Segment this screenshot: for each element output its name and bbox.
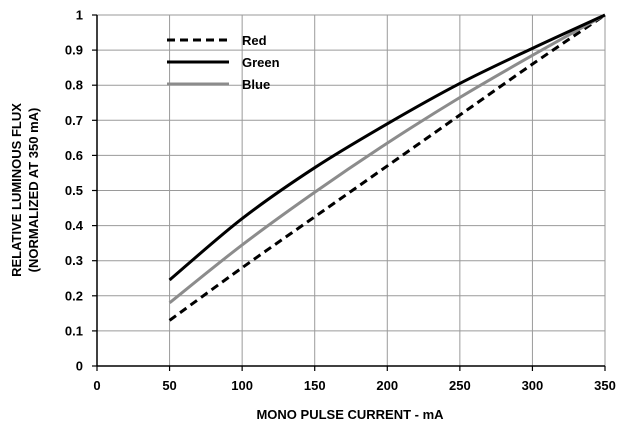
y-tick-label: 0.1 <box>65 323 83 338</box>
x-tick-label: 0 <box>93 378 100 393</box>
legend-label-green: Green <box>242 55 280 70</box>
x-tick-label: 350 <box>594 378 616 393</box>
x-tick-label: 250 <box>449 378 471 393</box>
y-tick-label: 0.4 <box>65 218 84 233</box>
axes <box>92 14 606 371</box>
tick-labels: 0 0.1 0.2 0.3 0.4 0.5 0.6 0.7 0.8 0.9 1 0 50 100 150 20… <box>65 8 616 394</box>
grid <box>97 14 606 366</box>
y-tick-label: 0.2 <box>65 288 83 303</box>
x-tick-label: 50 <box>162 378 176 393</box>
y-tick-label: 0.9 <box>65 43 83 58</box>
legend-label-red: Red <box>242 33 267 48</box>
series-line-blue <box>168 13 606 304</box>
series-line-green <box>168 13 606 282</box>
y-tick-label: 0.8 <box>65 78 83 93</box>
y-tick-label: 0.6 <box>65 148 83 163</box>
legend-label-blue: Blue <box>242 77 270 92</box>
x-tick-label: 100 <box>231 378 253 393</box>
y-tick-label: 0.3 <box>65 253 83 268</box>
y-tick-label: 0.7 <box>65 113 83 128</box>
y-tick-label: 0.5 <box>65 183 83 198</box>
x-tick-label: 150 <box>304 378 326 393</box>
y-axis-title-line-1: RELATIVE LUMINOUS FLUX <box>9 103 24 277</box>
x-axis-title: MONO PULSE CURRENT - mA <box>256 407 444 422</box>
x-tick-label: 200 <box>376 378 398 393</box>
x-tick-label: 300 <box>522 378 544 393</box>
y-tick-label: 1 <box>76 8 83 23</box>
series-line-red <box>168 13 606 322</box>
series-lines <box>168 13 606 322</box>
y-axis-title-line-2: (NORMALIZED AT 350 mA) <box>26 108 41 273</box>
y-tick-label: 0 <box>76 359 83 374</box>
legend: Red Green Blue <box>167 33 280 92</box>
